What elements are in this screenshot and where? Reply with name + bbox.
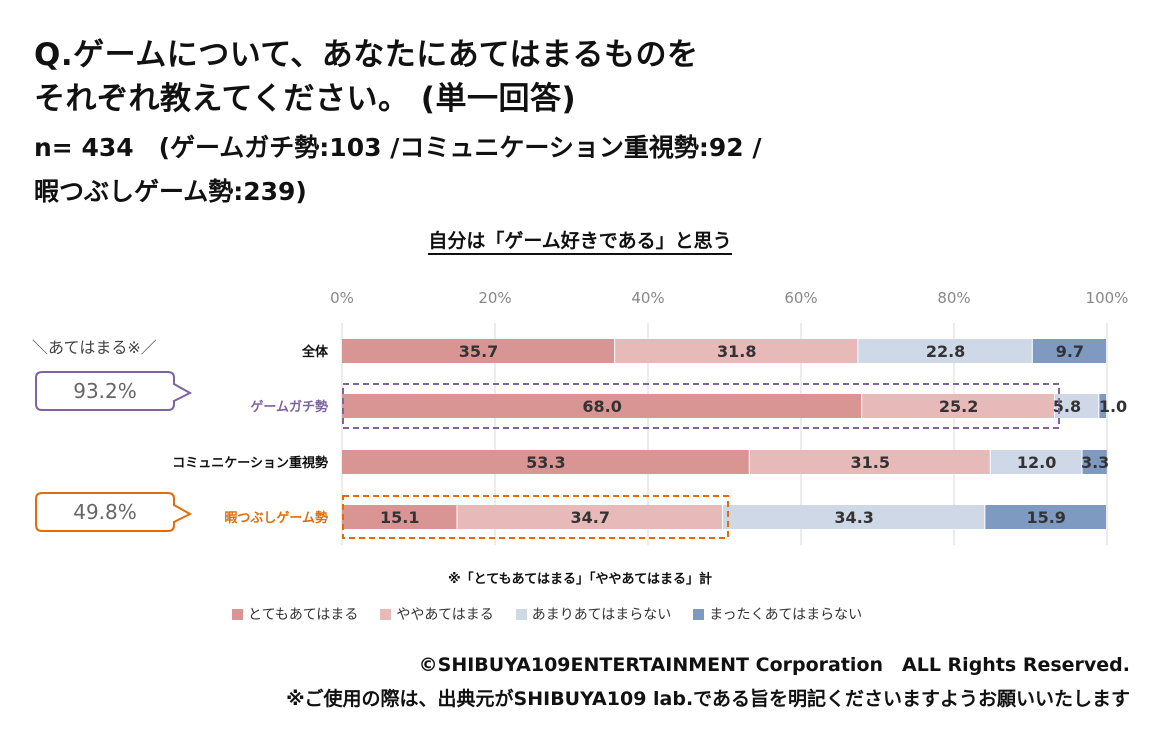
- category-label: ゲームガチ勢: [250, 399, 328, 415]
- question-line-2: それぞれ教えてください。 (単一回答): [34, 81, 577, 117]
- bar-segment: [1082, 450, 1107, 474]
- data-label: 31.5: [850, 453, 889, 472]
- applies-label: ＼あてはまる※／: [32, 338, 157, 357]
- sample-size-line-2: 暇つぶしゲーム勢:239): [34, 177, 307, 206]
- bar-segment: [1099, 394, 1106, 418]
- bar-segment: [342, 394, 862, 418]
- chart-legend: とてもあてはまる ややあてはまる あまりあてはまらない まったくあてはまらない: [232, 604, 862, 624]
- bar-segment: [1054, 394, 1099, 418]
- callout-bubble: [35, 371, 193, 411]
- legend-item-not-at-all: まったくあてはまらない: [693, 604, 862, 624]
- data-label: 53.3: [526, 453, 565, 472]
- data-label: 35.7: [459, 342, 498, 361]
- bar-segment: [862, 394, 1054, 418]
- footnote: ※「とてもあてはまる」「ややあてはまる」計: [447, 572, 713, 587]
- legend-swatch: [380, 608, 392, 620]
- data-label: 9.7: [1056, 342, 1084, 361]
- category-label: コミュニケーション重視勢: [172, 455, 328, 471]
- bar-segment: [1032, 339, 1106, 363]
- bar-segment: [342, 505, 457, 529]
- data-label: 34.7: [571, 508, 610, 527]
- legend-item-not-much: あまりあてはまらない: [515, 604, 672, 624]
- highlight-box: [342, 495, 729, 539]
- data-label: 22.8: [926, 342, 965, 361]
- data-label: 34.3: [834, 508, 873, 527]
- question-line-1: Q.ゲームについて、あなたにあてはまるものを: [34, 37, 699, 73]
- bar-segment: [342, 450, 749, 474]
- data-label: 3.3: [1081, 453, 1109, 472]
- legend-label: とてもあてはまる: [248, 607, 359, 623]
- usage-note: ※ご使用の際は、出典元がSHIBUYA109 lab.である旨を明記くださいます…: [286, 688, 1130, 710]
- legend-label: ややあてはまる: [396, 607, 494, 623]
- category-label: 暇つぶしゲーム勢: [224, 510, 328, 526]
- legend-item-somewhat: ややあてはまる: [380, 604, 494, 624]
- bar-segment: [749, 450, 990, 474]
- sample-size-line-1: n= 434 (ゲームガチ勢:103 /コミュニケーション重視勢:92 /: [34, 133, 762, 162]
- data-label: 31.8: [717, 342, 756, 361]
- data-label: 12.0: [1017, 453, 1056, 472]
- chart-title: 自分は「ゲーム好きである」と思う: [0, 226, 1160, 255]
- bar-segment: [457, 505, 722, 529]
- chart-title-text: 自分は「ゲーム好きである」と思う: [428, 230, 732, 255]
- data-label: 15.1: [380, 508, 419, 527]
- legend-label: まったくあてはまらない: [709, 607, 863, 623]
- data-label: 68.0: [582, 397, 621, 416]
- bar-segment: [985, 505, 1106, 529]
- x-tick-label: 40%: [631, 289, 664, 307]
- x-tick-label: 100%: [1086, 289, 1129, 307]
- bar-segment: [858, 339, 1032, 363]
- x-tick-label: 0%: [330, 289, 354, 307]
- x-tick-label: 20%: [478, 289, 511, 307]
- bar-segment: [342, 339, 615, 363]
- data-label: 1.0: [1099, 397, 1127, 416]
- bar-segment: [990, 450, 1082, 474]
- bar-segment: [615, 339, 858, 363]
- legend-swatch: [232, 608, 243, 620]
- copyright: ©SHIBUYA109ENTERTAINMENT Corporation ALL…: [418, 654, 1130, 676]
- x-tick-label: 80%: [937, 289, 970, 307]
- callout-value: 49.8%: [73, 500, 137, 524]
- stacked-bar-chart: 0% 20% 40% 60% 80% 100% 35.7 31.8 22.8 9.7 全体 68.0 2…: [32, 289, 1129, 545]
- category-label: 全体: [301, 344, 329, 360]
- legend-swatch: [515, 608, 527, 620]
- callout-value: 93.2%: [73, 379, 137, 403]
- legend-label: あまりあてはまらない: [531, 607, 672, 623]
- legend-item-very: とてもあてはまる: [232, 604, 358, 624]
- data-label: 15.9: [1026, 508, 1065, 527]
- data-label: 5.8: [1053, 397, 1081, 416]
- data-label: 25.2: [939, 397, 978, 416]
- bar-segment: [722, 505, 985, 529]
- x-tick-label: 60%: [784, 289, 817, 307]
- callout-bubble: [35, 492, 193, 532]
- legend-swatch: [693, 608, 705, 620]
